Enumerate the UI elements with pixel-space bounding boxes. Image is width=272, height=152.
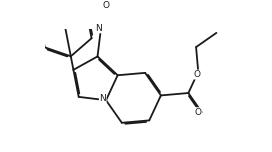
- Text: N: N: [95, 24, 102, 33]
- Text: N: N: [99, 94, 106, 103]
- Text: O: O: [193, 70, 200, 79]
- Text: O: O: [102, 1, 109, 10]
- Text: O: O: [195, 108, 202, 117]
